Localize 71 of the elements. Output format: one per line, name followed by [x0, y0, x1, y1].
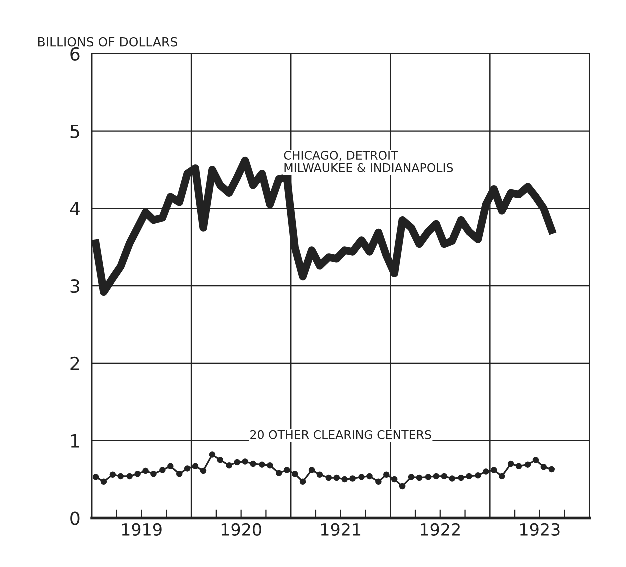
point: [441, 473, 448, 480]
point: [516, 463, 522, 470]
point: [292, 470, 298, 478]
point: [342, 476, 348, 483]
point: [308, 467, 316, 474]
point: [508, 460, 514, 468]
y-tick-label: 0: [70, 512, 80, 526]
x-tick-label: 1923: [520, 523, 560, 536]
point: [475, 472, 482, 479]
point: [425, 474, 432, 480]
point: [548, 466, 555, 473]
point: [250, 460, 256, 468]
point: [192, 463, 199, 470]
point: [433, 473, 440, 480]
point: [217, 457, 224, 464]
y-tick-label: 2: [70, 356, 80, 370]
point: [126, 473, 133, 480]
y-axis-title: BILLIONS OF DOLLARS: [38, 37, 178, 47]
point: [209, 452, 216, 458]
point: [168, 463, 174, 470]
x-tick-label: 1921: [321, 523, 361, 536]
point: [334, 474, 340, 482]
y-tick-label: 1: [71, 434, 80, 448]
point: [276, 470, 282, 476]
point: [176, 470, 183, 478]
point: [384, 472, 390, 478]
point: [184, 466, 191, 472]
point: [408, 474, 415, 480]
point: [134, 470, 141, 478]
point: [366, 473, 373, 480]
point: [234, 459, 240, 466]
point: [92, 474, 100, 480]
point: [110, 472, 116, 478]
point: [259, 462, 266, 468]
point: [416, 474, 423, 482]
point: [466, 473, 472, 480]
series-label: CHICAGO, DETROIT MILWAUKEE & INDIANAPOLIS: [284, 151, 454, 172]
point: [376, 478, 382, 485]
point: [532, 457, 540, 464]
point: [399, 483, 406, 490]
point: [491, 467, 498, 474]
point: [100, 478, 108, 485]
point: [118, 473, 124, 480]
point: [540, 464, 548, 470]
x-tick-label: 1920: [222, 523, 262, 536]
point: [242, 458, 248, 465]
point: [160, 467, 166, 474]
y-tick-label: 5: [70, 124, 80, 138]
point: [226, 462, 233, 469]
point: [316, 472, 324, 478]
point: [358, 474, 365, 480]
y-tick-label: 6: [70, 47, 80, 61]
y-tick-label: 4: [70, 202, 80, 216]
point: [524, 462, 532, 468]
x-tick-label: 1922: [421, 523, 460, 536]
point: [449, 476, 456, 482]
point: [391, 476, 398, 483]
y-tick-label: 3: [70, 280, 80, 294]
series-label: 20 OTHER CLEARING CENTERS: [250, 430, 432, 440]
point: [300, 478, 306, 485]
point: [142, 468, 149, 474]
point: [326, 474, 332, 482]
point: [483, 468, 490, 475]
point: [350, 476, 356, 482]
point: [458, 474, 464, 482]
point: [150, 470, 157, 478]
point: [498, 473, 506, 480]
point: [284, 467, 290, 474]
point: [267, 462, 274, 469]
x-tick-label: 1919: [122, 523, 162, 536]
point: [200, 468, 207, 474]
